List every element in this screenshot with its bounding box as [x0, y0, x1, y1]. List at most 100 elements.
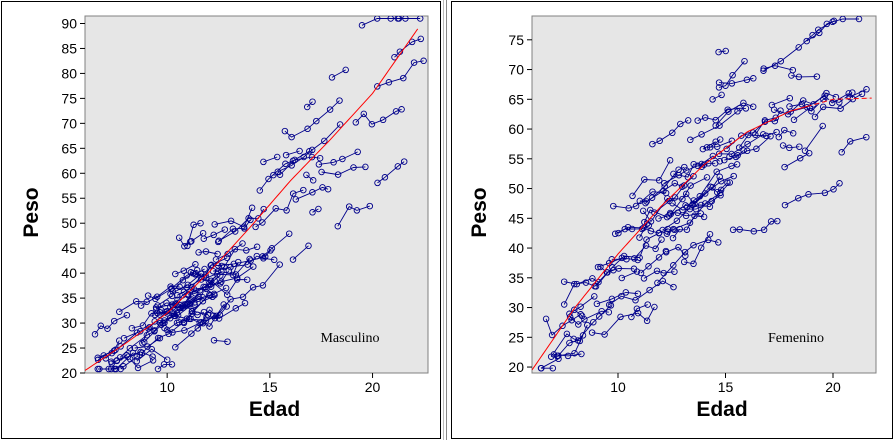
data-point: [362, 163, 369, 171]
data-point: [749, 103, 757, 110]
data-point: [330, 159, 337, 166]
data-point: [647, 227, 655, 235]
data-point: [662, 248, 670, 256]
data-point: [705, 236, 712, 244]
data-point: [303, 171, 310, 179]
data-point: [220, 301, 227, 308]
plot-area: [84, 15, 429, 374]
data-point: [760, 67, 767, 74]
data-point: [168, 292, 176, 300]
data-point: [698, 131, 705, 138]
data-point: [752, 131, 759, 138]
subject-trajectory: [97, 352, 140, 370]
data-point: [609, 264, 616, 271]
subject-trajectory: [632, 160, 671, 197]
data-point: [611, 230, 619, 238]
data-point: [315, 161, 323, 168]
data-point: [621, 225, 629, 233]
data-point: [821, 92, 828, 99]
data-point: [642, 242, 650, 249]
data-point: [781, 201, 789, 209]
data-point: [645, 263, 652, 270]
data-point: [224, 338, 231, 345]
subject-trajectory: [658, 189, 722, 219]
data-point: [683, 226, 691, 233]
data-point: [646, 286, 653, 294]
data-point: [687, 136, 694, 144]
data-point: [701, 200, 709, 207]
data-point: [641, 176, 648, 183]
subject-trajectory: [814, 93, 863, 118]
data-point: [326, 106, 334, 113]
data-point: [270, 171, 277, 179]
data-point: [246, 255, 253, 263]
data-point: [634, 290, 642, 297]
subject-trajectory: [195, 258, 250, 279]
data-point: [618, 292, 625, 300]
data-point: [671, 194, 679, 201]
data-point: [321, 137, 328, 145]
data-point: [772, 114, 780, 121]
data-point: [729, 226, 737, 234]
x-tick-label: 15: [262, 379, 278, 395]
data-point: [222, 284, 230, 292]
data-point: [200, 308, 208, 316]
data-point: [734, 108, 741, 115]
x-tick-label: 20: [365, 379, 381, 395]
data-point: [673, 217, 681, 225]
data-point: [588, 329, 596, 336]
data-point: [136, 351, 144, 358]
data-point: [601, 331, 608, 338]
data-point: [694, 117, 701, 124]
data-point: [598, 307, 605, 315]
data-point: [718, 91, 725, 99]
data-point: [154, 309, 161, 317]
data-point: [94, 365, 102, 373]
data-point: [655, 177, 663, 184]
subject-trajectory: [377, 161, 405, 184]
data-point: [863, 133, 870, 141]
data-point: [221, 226, 229, 233]
data-point: [308, 153, 316, 161]
data-point: [123, 311, 131, 319]
data-point: [651, 303, 658, 311]
data-point: [712, 138, 719, 145]
data-point: [559, 322, 566, 330]
data-point: [745, 131, 752, 139]
data-point: [670, 262, 677, 269]
data-point: [206, 323, 213, 330]
data-point: [123, 352, 131, 359]
data-point: [368, 120, 376, 128]
data-point: [819, 122, 826, 130]
data-point: [548, 331, 556, 339]
subject-trajectory: [166, 306, 228, 331]
subject-trajectory: [176, 276, 202, 296]
chart-femenino: 20 25 30 35 40 45 50 55 60 65 70 75 10 15 20 Edad Peso Fe…: [468, 15, 877, 421]
data-point: [566, 339, 573, 347]
y-tick-label: 65: [508, 91, 524, 107]
data-point: [664, 225, 672, 233]
data-point: [669, 234, 677, 242]
data-point: [366, 202, 374, 210]
data-point: [634, 309, 642, 317]
data-point: [108, 360, 116, 367]
data-point: [143, 298, 150, 306]
data-point: [417, 35, 425, 43]
data-point: [597, 263, 604, 271]
data-point: [253, 243, 261, 251]
data-point: [352, 119, 360, 126]
data-point: [573, 280, 581, 288]
data-point: [198, 276, 205, 283]
data-point: [282, 151, 290, 159]
data-point: [373, 16, 381, 22]
data-point: [304, 125, 311, 133]
data-point: [308, 146, 316, 154]
data-point: [743, 76, 751, 84]
data-point: [675, 243, 682, 251]
data-point: [639, 207, 647, 215]
data-point: [620, 252, 628, 260]
data-point: [643, 198, 650, 205]
subject-trajectory: [147, 279, 215, 300]
data-point: [194, 325, 202, 332]
data-point: [740, 99, 747, 107]
